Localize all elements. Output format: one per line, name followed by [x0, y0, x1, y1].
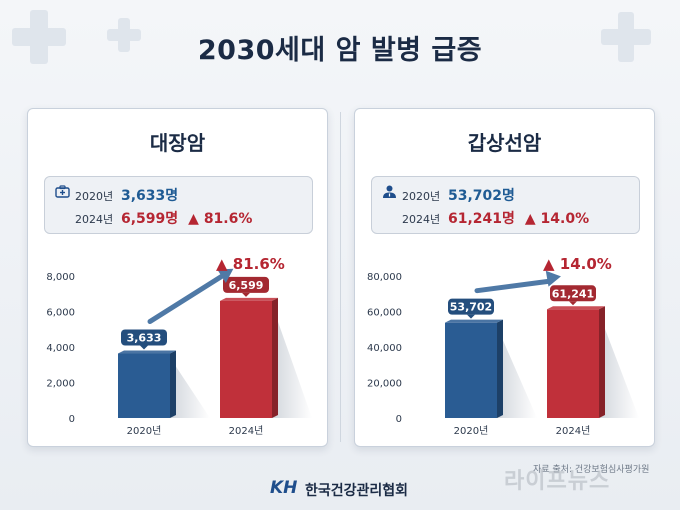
organization-name: 한국건강관리협회 — [305, 483, 409, 499]
bar-side — [272, 297, 278, 418]
info-row-2020: 2020년 53,702명 — [402, 185, 515, 205]
bar — [547, 309, 599, 418]
bar-shadow — [497, 326, 537, 418]
info-box: 2020년 3,633명 2024년 6,599명 ▲ 81.6% — [44, 176, 313, 234]
y-tick-label: 60,000 — [367, 308, 402, 319]
bar-chart-colorectal: 0 2,000 4,000 6,000 8,000 3,633 2020년 6,599 2024… — [46, 255, 312, 437]
doctor-icon — [383, 185, 396, 198]
page-title: 2030세대 암 발병 급증 — [197, 35, 483, 66]
info-value-2020: 3,633명 — [121, 188, 179, 204]
y-tick-label: 80,000 — [367, 272, 402, 283]
info-year: 2020년 — [402, 190, 441, 203]
info-row-2024: 2024년 61,241명 ▲ 14.0% — [402, 208, 589, 228]
data-label: 53,702 — [450, 301, 492, 314]
info-value-2020: 53,702명 — [448, 188, 515, 204]
data-label-pointer — [140, 345, 148, 350]
data-label: 3,633 — [127, 332, 162, 345]
data-label-bg — [121, 329, 167, 346]
watermark-logo: 라이프뉴스 — [504, 469, 611, 494]
y-tick-label: 20,000 — [367, 379, 402, 390]
y-tick-label: 0 — [69, 414, 75, 425]
trend-arrow-head — [217, 268, 234, 283]
bar-top — [547, 306, 605, 310]
trend-arrow-line — [474, 278, 554, 294]
info-change: ▲ 14.0% — [524, 211, 590, 227]
x-tick-label: 2024년 — [229, 425, 264, 437]
bg-cross-decoration — [12, 28, 66, 46]
card-title: 대장암 — [149, 131, 206, 155]
data-label-pointer — [242, 292, 250, 297]
y-tick-label: 40,000 — [367, 343, 402, 354]
data-label: 61,241 — [552, 287, 594, 300]
info-value-2024: 6,599명 — [121, 211, 179, 227]
bar — [445, 322, 497, 418]
bar — [118, 353, 170, 418]
bar-side — [497, 319, 503, 418]
bar-top — [220, 297, 278, 301]
bg-cross-decoration — [107, 29, 141, 41]
change-label: ▲ 14.0% — [543, 255, 612, 273]
info-year: 2024년 — [75, 213, 114, 226]
source-note: 자료 출처: 건강보험심사평가원 — [533, 465, 650, 475]
bar-shadow — [599, 313, 639, 418]
y-tick-label: 2,000 — [46, 379, 75, 390]
card-title: 갑상선암 — [467, 131, 542, 155]
info-row-2020: 2020년 3,633명 — [75, 185, 178, 205]
data-label-bg — [223, 276, 269, 293]
bg-cross-decoration — [601, 29, 651, 45]
card-colorectal-cancer: 대장암 2020년 3,633명 2024년 6,599명 ▲ 81.6% 0 2,00… — [27, 108, 328, 447]
bar — [220, 300, 272, 418]
change-label: ▲ 81.6% — [216, 255, 285, 273]
bar-top — [118, 350, 176, 354]
data-label-bg — [550, 285, 596, 302]
bar-side — [599, 306, 605, 418]
x-tick-label: 2020년 — [454, 425, 489, 437]
data-label-bg — [448, 298, 494, 315]
info-year: 2020년 — [75, 190, 114, 203]
data-label: 6,599 — [229, 279, 264, 292]
y-tick-label: 6,000 — [46, 308, 75, 319]
info-box: 2020년 53,702명 2024년 61,241명 ▲ 14.0% — [371, 176, 640, 234]
data-label-pointer — [569, 301, 577, 306]
y-tick-label: 4,000 — [46, 343, 75, 354]
info-value-2024: 61,241명 — [448, 211, 515, 227]
card-divider — [340, 112, 341, 442]
bar-chart-thyroid: 0 20,000 40,000 60,000 80,000 53,702 2020년 61,2… — [367, 255, 639, 437]
y-tick-label: 8,000 — [46, 272, 75, 283]
card-thyroid-cancer: 갑상선암 2020년 53,702명 2024년 61,241명 ▲ 14.0% 0 2… — [354, 108, 655, 447]
info-change: ▲ 81.6% — [188, 211, 253, 227]
data-label-pointer — [467, 314, 475, 319]
x-tick-label: 2020년 — [127, 425, 162, 437]
info-year: 2024년 — [402, 213, 441, 226]
trend-arrow-head — [545, 270, 561, 287]
bar-top — [445, 319, 503, 323]
x-tick-label: 2024년 — [556, 425, 591, 437]
bar-shadow — [272, 304, 312, 418]
info-row-2024: 2024년 6,599명 ▲ 81.6% — [75, 208, 252, 228]
kh-logo: KH — [270, 478, 298, 498]
briefcase-medical-icon — [55, 185, 70, 198]
y-tick-label: 0 — [396, 414, 402, 425]
bar-side — [170, 350, 176, 418]
bar-shadow — [170, 357, 210, 418]
trend-arrow-line — [147, 272, 227, 325]
